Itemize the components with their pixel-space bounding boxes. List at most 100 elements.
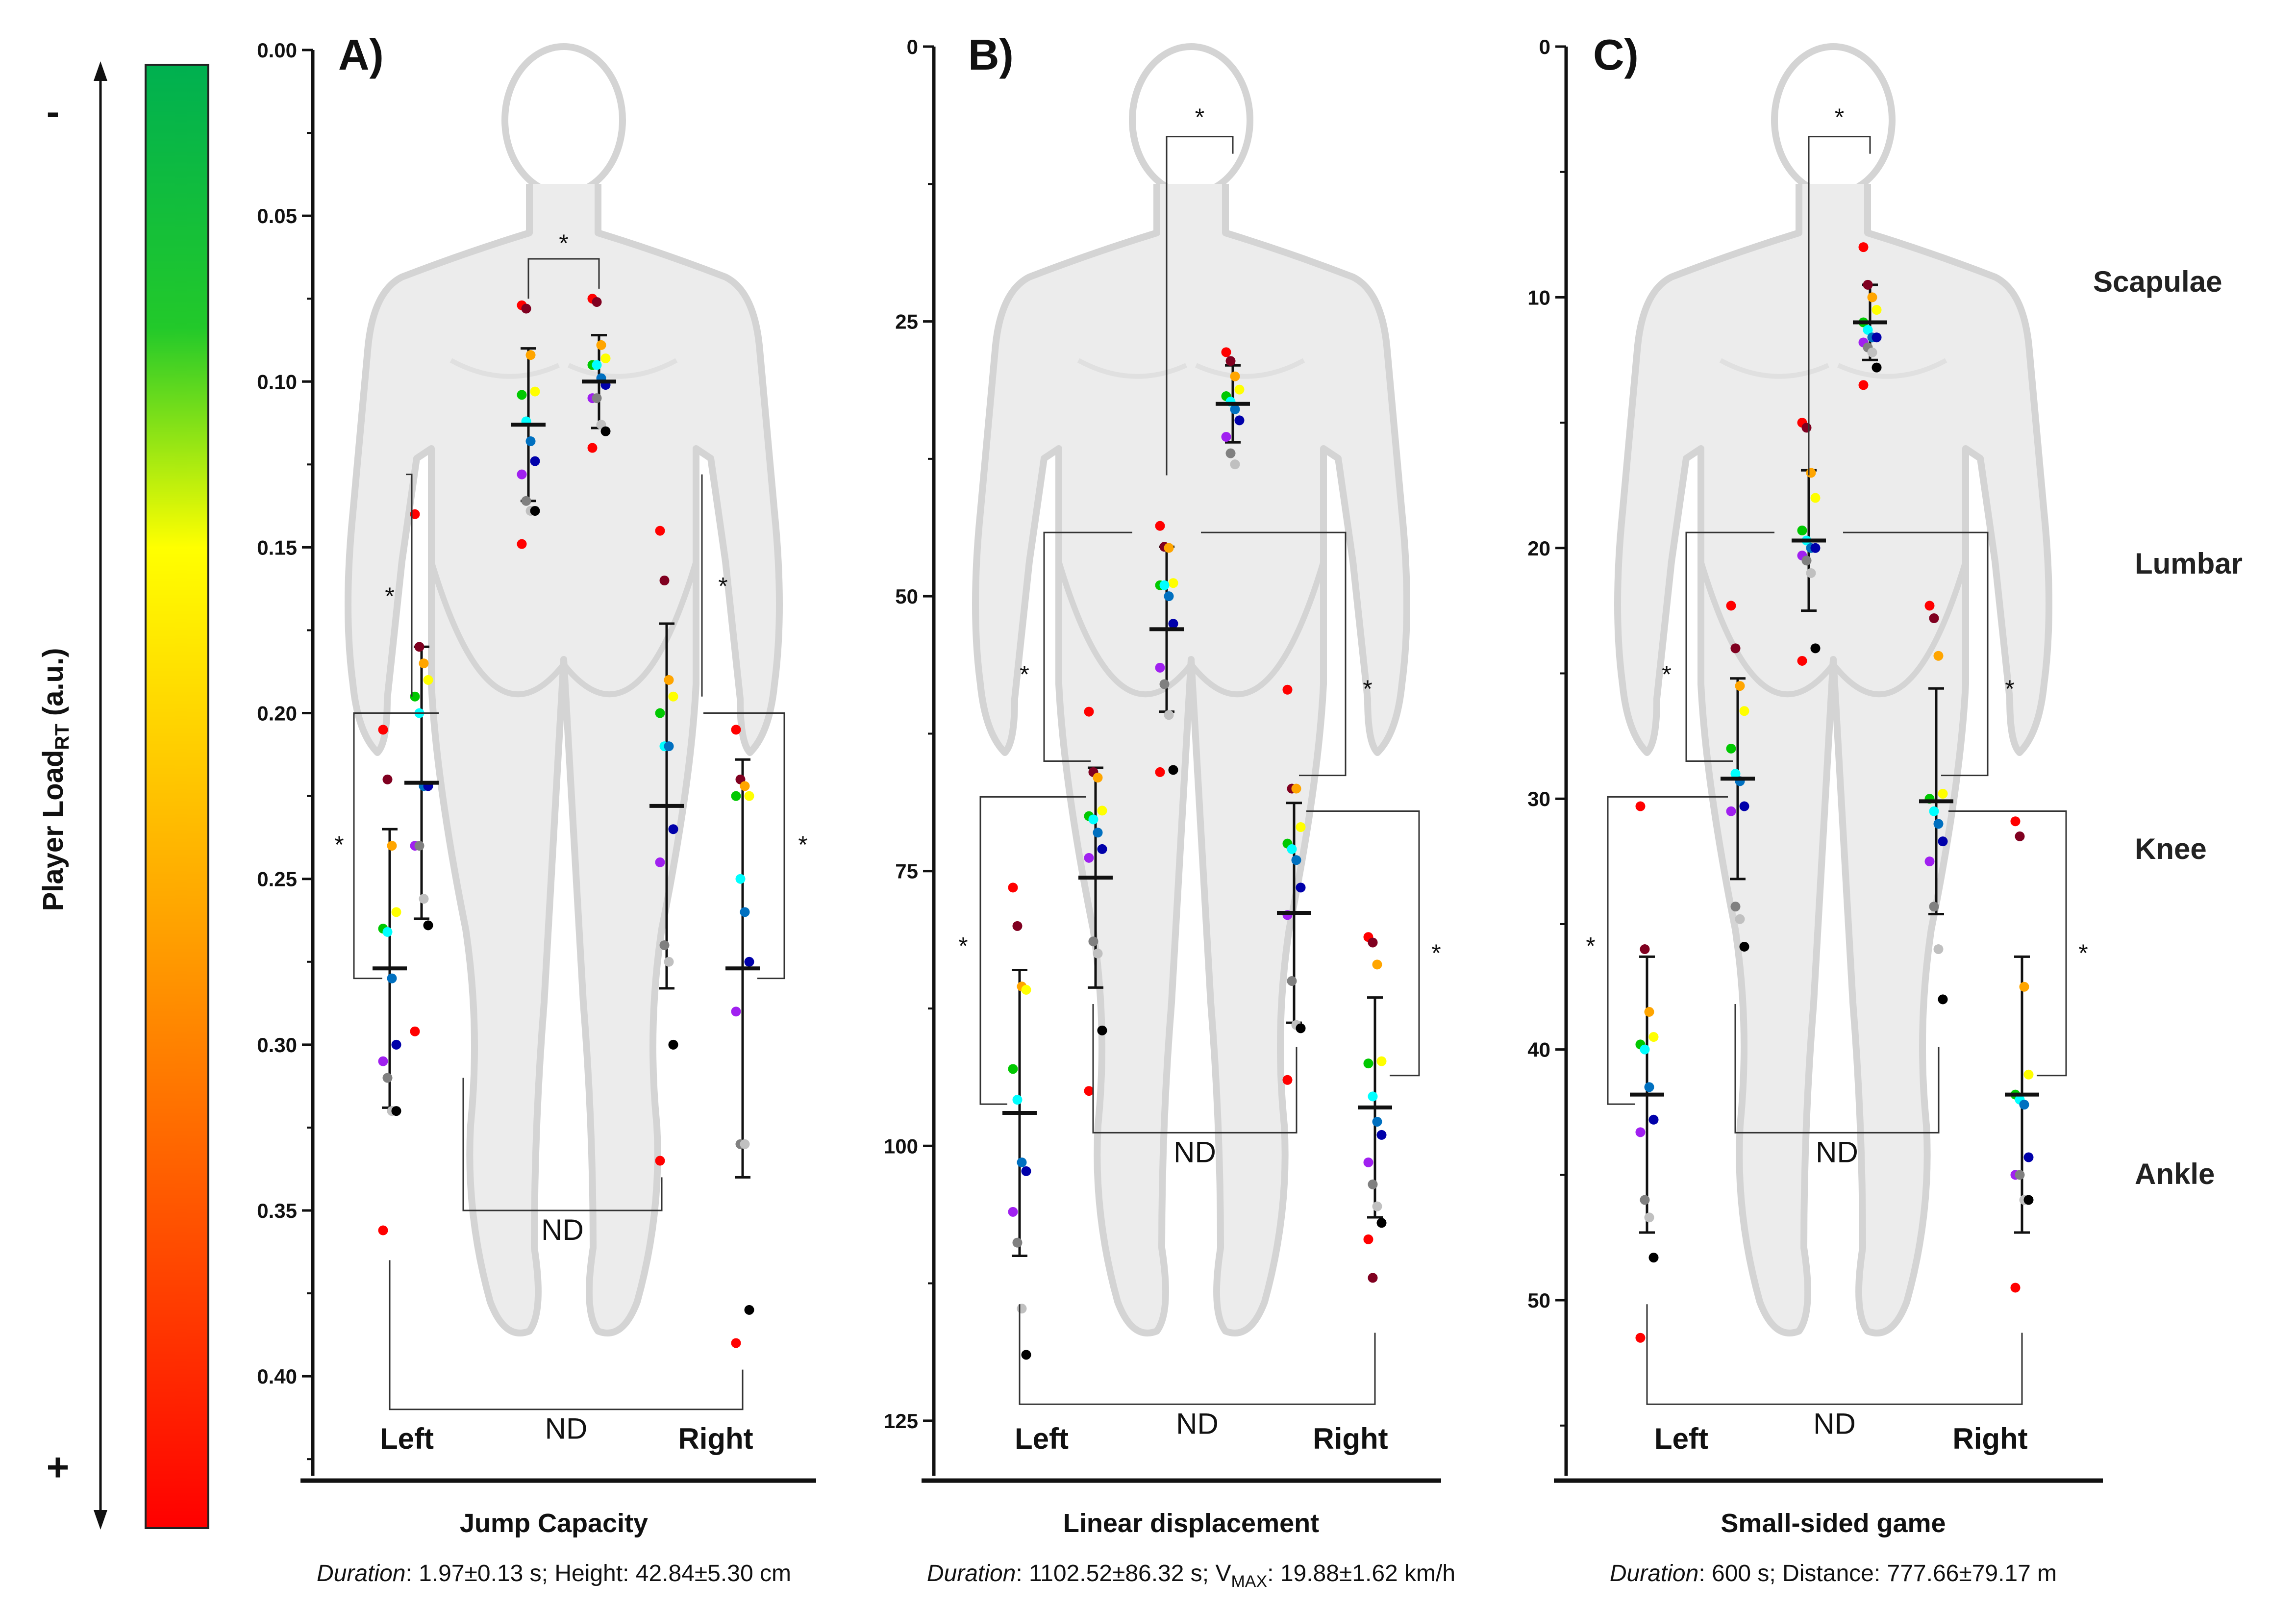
data-point (1810, 643, 1821, 654)
data-point (423, 920, 433, 931)
data-point (1221, 347, 1231, 357)
y-tick-label: 50 (1527, 1289, 1550, 1312)
data-point (1363, 1157, 1373, 1167)
data-point (659, 576, 670, 586)
bracket-line (703, 712, 785, 980)
data-point (387, 841, 397, 851)
data-point (1017, 1304, 1027, 1314)
data-point (1012, 1237, 1023, 1248)
data-point (1730, 902, 1741, 912)
data-point (592, 297, 602, 307)
y-tick-label: 0 (1539, 35, 1550, 58)
data-point (1938, 788, 1948, 799)
data-point (1221, 432, 1231, 442)
panel-c: 0 10 20 30 40 50 C) Left Right Small-sided game Du… (1527, 30, 2103, 1587)
panel-label: B) (968, 30, 1014, 79)
data-point (1924, 601, 1935, 611)
data-point (2019, 982, 2029, 992)
data-point (1234, 415, 1245, 426)
data-point (2015, 1170, 2025, 1180)
data-point (378, 1056, 388, 1066)
data-point (1648, 1253, 1659, 1263)
data-point (592, 393, 602, 403)
left-label: Left (1654, 1422, 1708, 1455)
data-point (2023, 1069, 2034, 1080)
data-point (423, 675, 433, 685)
data-point (1806, 468, 1816, 478)
data-point (1282, 684, 1293, 695)
data-point (1164, 543, 1174, 553)
y-tick-label: 0.25 (257, 868, 297, 891)
bracket-line (1043, 531, 1347, 777)
data-point (655, 857, 665, 867)
region-label-lumbar: Lumbar (2135, 547, 2243, 580)
y-axis-title: Player LoadRT (a.u.) (37, 648, 73, 911)
bracket-line (389, 1260, 744, 1410)
data-point (1225, 448, 1236, 458)
series-ankle-left (1630, 801, 1664, 1343)
data-point (521, 303, 531, 314)
data-point (1230, 459, 1240, 470)
data-point (1017, 1157, 1027, 1167)
data-point (1372, 959, 1382, 970)
data-point (1012, 1095, 1023, 1105)
data-point (1726, 806, 1736, 816)
panel-b: 0 25 50 75 100 125 B) Left Right Linear displacem… (884, 30, 1455, 1591)
data-point (1363, 1058, 1373, 1069)
data-point (378, 1225, 388, 1235)
data-point (1097, 1025, 1107, 1035)
data-point (525, 436, 536, 447)
data-point (391, 1039, 401, 1050)
series-knee-left (1721, 601, 1755, 952)
data-point (525, 350, 536, 360)
y-tick-label: 125 (884, 1410, 918, 1433)
data-point (1368, 1179, 1378, 1189)
series-lumbar (1149, 521, 1184, 777)
data-point (1372, 1201, 1382, 1211)
significance-star: * (1586, 932, 1595, 959)
data-point (1021, 1166, 1031, 1176)
data-point (592, 360, 602, 370)
data-point (1635, 801, 1646, 811)
data-point (1933, 944, 1944, 955)
data-point (1801, 423, 1812, 433)
data-point (1291, 783, 1301, 794)
data-point (731, 1338, 741, 1348)
data-point (1648, 1032, 1659, 1042)
data-point (1635, 1333, 1646, 1343)
data-point (1640, 1195, 1650, 1205)
data-point (419, 658, 429, 669)
data-point (530, 386, 540, 397)
region-label-scapulae: Scapulae (2093, 265, 2222, 298)
data-point (419, 894, 429, 904)
y-tick-label: 30 (1527, 787, 1550, 810)
data-point (600, 353, 611, 363)
data-point (1376, 1130, 1387, 1140)
right-label: Right (1952, 1422, 2027, 1455)
series-knee-right (1919, 601, 1953, 1005)
data-point (731, 725, 741, 735)
comparison-bracket: ND (1734, 1004, 1940, 1168)
y-tick-label: 50 (895, 585, 918, 608)
data-point (1008, 1064, 1018, 1074)
data-point (587, 443, 598, 453)
region-label-knee: Knee (2135, 832, 2207, 865)
caption: Duration: 1.97±0.13 s; Height: 42.84±5.3… (317, 1561, 791, 1587)
caption-italic: Duration (1610, 1561, 1698, 1587)
series-ankle-right (1358, 932, 1392, 1283)
data-point (1730, 643, 1741, 654)
x-axis-title: Small-sided game (1721, 1509, 1946, 1538)
x-axis-title: Jump Capacity (460, 1509, 648, 1538)
y-tick-label: 40 (1527, 1038, 1550, 1061)
scale-arrow-up-icon (94, 61, 107, 81)
data-point (1810, 543, 1821, 553)
data-point (664, 675, 674, 685)
data-point (410, 1026, 420, 1036)
data-point (664, 741, 674, 752)
nd-label: ND (545, 1412, 588, 1445)
data-point (655, 526, 665, 536)
data-point (382, 774, 393, 784)
series-scapulae-left (511, 300, 546, 549)
data-point (1097, 806, 1107, 816)
